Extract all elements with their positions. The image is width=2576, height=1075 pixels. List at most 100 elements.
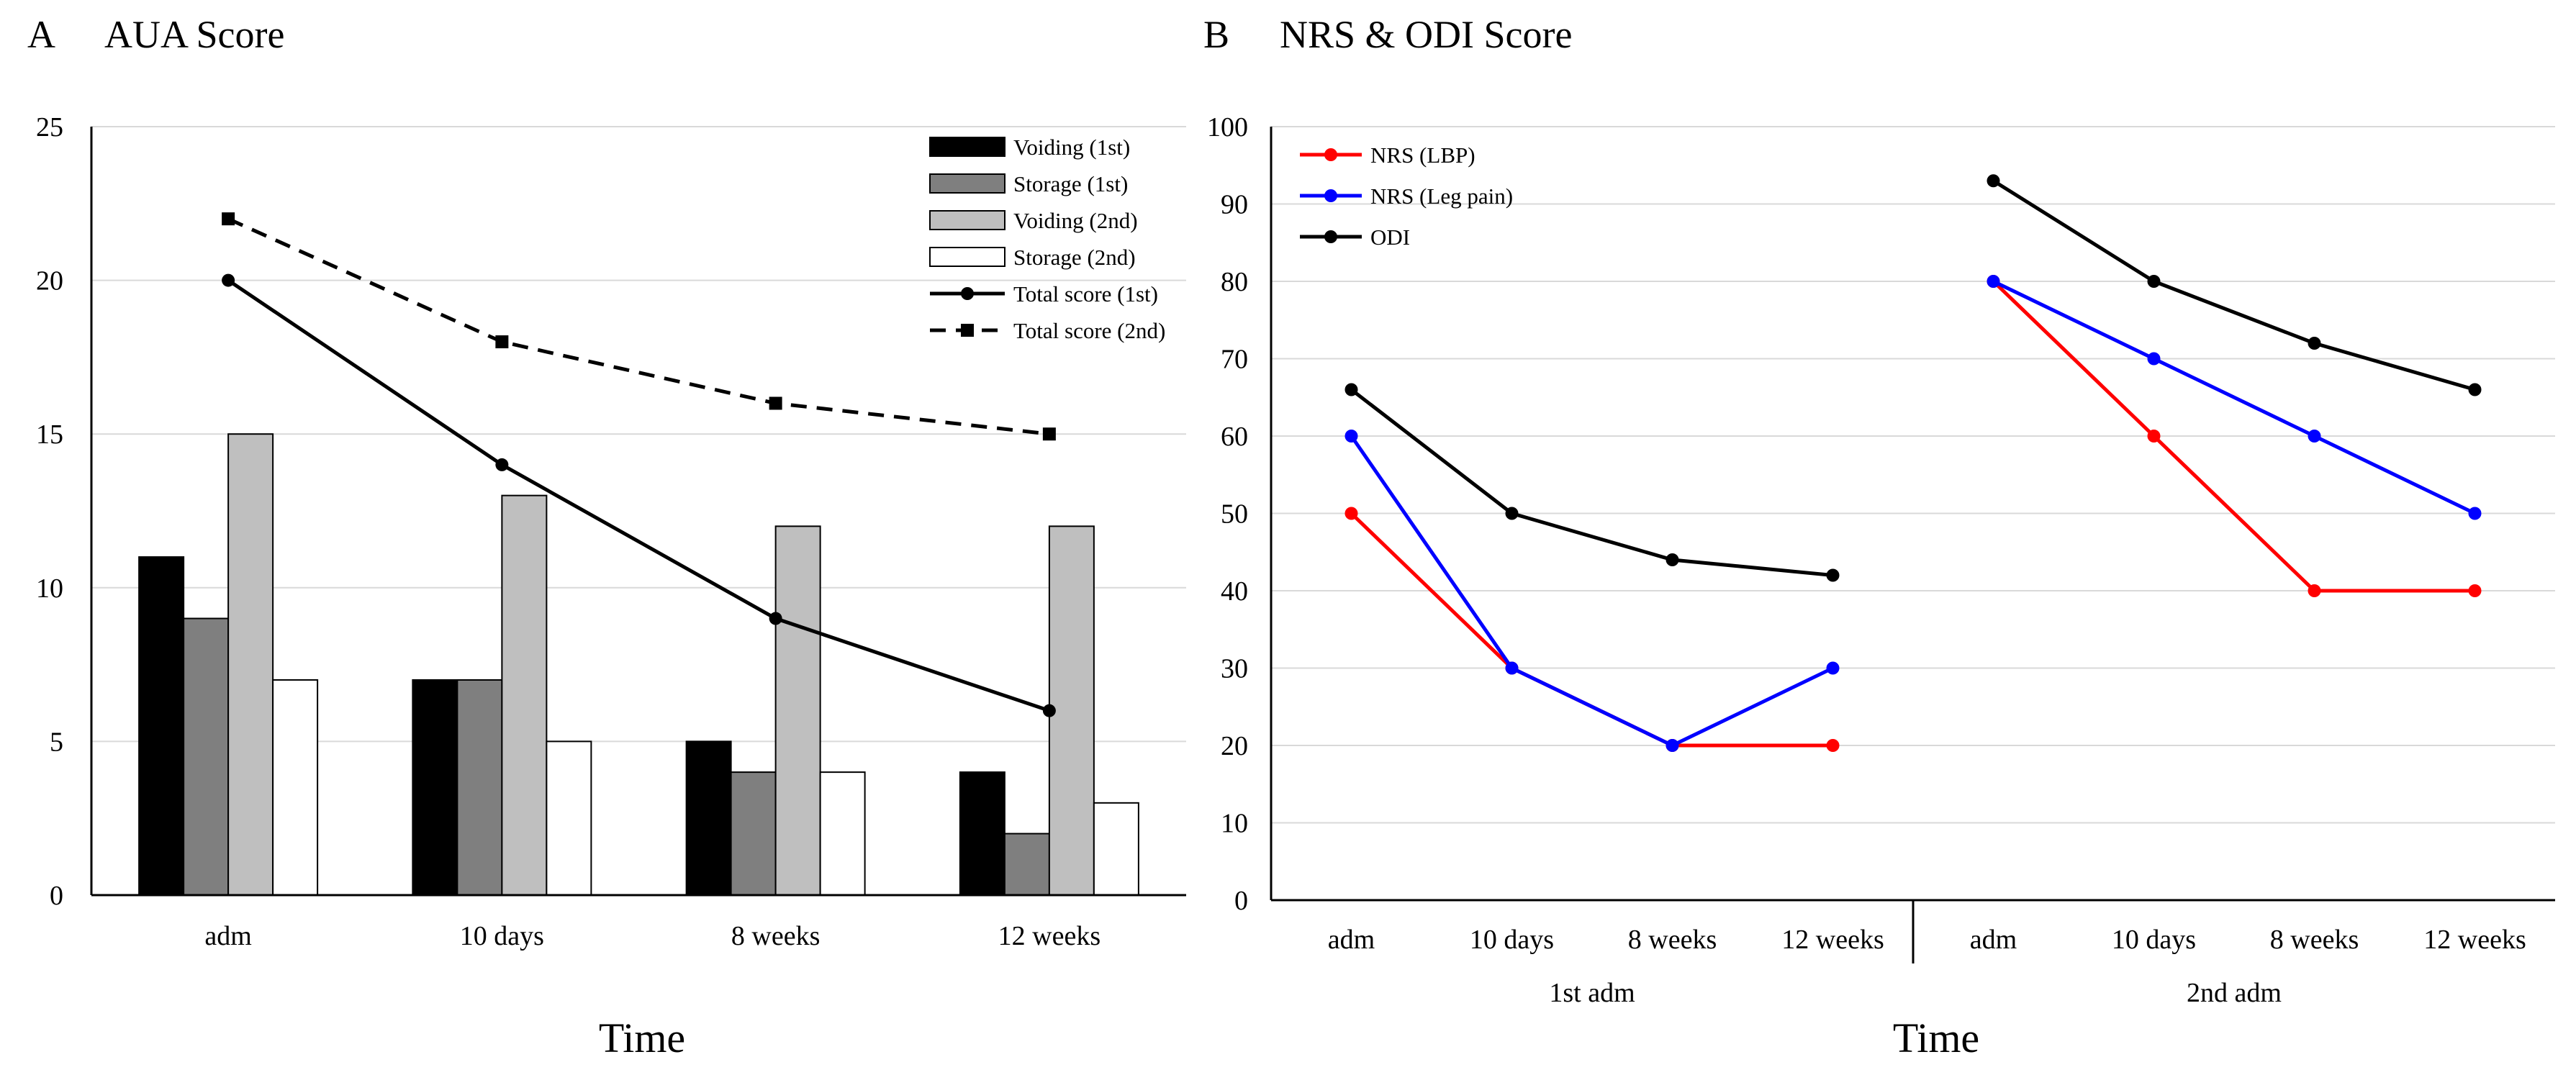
x-category-label-a: 12 weeks [998, 921, 1101, 951]
point-total-score-1st--2 [769, 612, 782, 625]
y-tick-label-a: 20 [36, 266, 63, 296]
panel-b-lines [1345, 174, 2482, 752]
legend-label-storage-1st-: Storage (1st) [1013, 171, 1128, 196]
x-category-label-b: 12 weeks [2423, 925, 2526, 955]
panel-a-letter: A [27, 13, 55, 56]
point-nrs-leg-pain--1-0 [1987, 275, 2000, 288]
y-tick-label-a: 5 [50, 727, 63, 757]
line-nrs-lbp--group-1 [1992, 280, 2475, 593]
point-total-score-1st--1 [495, 458, 509, 471]
bar-storage-1st--2 [730, 771, 777, 896]
line-odi-group-0 [1350, 388, 1833, 577]
panel-b-x-category-labels: adm 10 days 8 weeks 12 weeks 1st adm adm 10 da… [1328, 925, 2526, 1008]
y-tick-label-b: 90 [1221, 190, 1248, 220]
bar-voiding-1st--2 [685, 740, 732, 897]
bar-storage-2nd--3 [1093, 802, 1139, 896]
legend-label-voiding-1st-: Voiding (1st) [1013, 135, 1130, 160]
panel-b-axes [1270, 127, 2555, 963]
bar-storage-2nd--2 [819, 771, 866, 896]
y-tick-label-b: 70 [1221, 345, 1248, 375]
x-group-label-b: 1st adm [1549, 978, 1635, 1008]
x-category-label-b: adm [1970, 925, 2017, 955]
x-group-label-b: 2nd adm [2187, 978, 2282, 1008]
point-odi-0-3 [1826, 568, 1840, 582]
legend-swatch-voiding-2nd- [929, 210, 1005, 230]
point-odi-1-1 [2147, 275, 2161, 288]
line-nrs-leg-pain--group-0 [1350, 435, 1834, 748]
x-category-label-b: 10 days [1470, 925, 1554, 955]
point-nrs-leg-pain--0-0 [1345, 430, 1358, 443]
bar-storage-1st--3 [1003, 833, 1050, 897]
bar-voiding-1st--0 [138, 556, 185, 897]
line-odi-group-1 [1992, 179, 2476, 391]
y-tick-label-b: 60 [1221, 422, 1248, 452]
line-total-score-1st- [227, 278, 1050, 713]
point-nrs-lbp--0-0 [1345, 507, 1358, 520]
legend-label-nrs-lbp-: NRS (LBP) [1370, 142, 1475, 168]
point-nrs-leg-pain--1-1 [2147, 352, 2161, 366]
panel-a-legend: Voiding (1st) Storage (1st) Voiding (2nd) S… [929, 135, 1165, 343]
point-nrs-lbp--0-3 [1826, 739, 1840, 752]
y-tick-label-a: 25 [36, 112, 63, 142]
bar-voiding-2nd--0 [227, 433, 274, 896]
legend-label-nrs-leg-pain-: NRS (Leg pain) [1370, 183, 1513, 209]
y-tick-label-b: 100 [1207, 112, 1248, 142]
x-category-label-b: 10 days [2112, 925, 2196, 955]
legend-marker-total-score-2nd- [961, 324, 974, 337]
legend-swatch-voiding-1st- [929, 137, 1005, 157]
legend-label-storage-2nd-: Storage (2nd) [1013, 245, 1136, 270]
point-nrs-lbp--1-3 [2468, 584, 2482, 597]
bar-storage-1st--1 [456, 679, 503, 897]
x-category-label-a: 10 days [460, 921, 544, 951]
point-odi-1-3 [2468, 383, 2482, 396]
y-tick-label-b: 40 [1221, 576, 1248, 607]
x-category-label-a: adm [204, 921, 251, 951]
legend-swatch-storage-2nd- [929, 247, 1005, 267]
legend-label-odi: ODI [1370, 224, 1410, 250]
panel-b-letter: B [1203, 13, 1229, 56]
bar-voiding-1st--1 [412, 679, 458, 897]
legend-label-total-score-2nd-: Total score (2nd) [1013, 318, 1165, 343]
point-total-score-1st--0 [222, 273, 235, 287]
y-tick-label-b: 20 [1221, 731, 1248, 761]
y-tick-label-b: 10 [1221, 809, 1248, 839]
point-total-score-2nd--0 [222, 212, 235, 226]
y-tick-label-b: 80 [1221, 267, 1248, 297]
y-tick-label-a: 10 [36, 573, 63, 604]
point-total-score-2nd--3 [1042, 427, 1056, 441]
legend-marker-nrs-leg-pain- [1324, 189, 1337, 202]
legend-marker-total-score-1st- [961, 287, 974, 300]
x-category-label-b: 8 weeks [2270, 925, 2359, 955]
panel-b-legend: NRS (LBP) NRS (Leg pain) ODI [1300, 142, 1513, 250]
y-tick-label-b: 30 [1221, 654, 1248, 684]
x-category-label-b: 8 weeks [1628, 925, 1717, 955]
bar-voiding-1st--3 [959, 771, 1005, 896]
legend-marker-nrs-lbp- [1324, 148, 1337, 161]
bar-storage-1st--0 [183, 617, 230, 897]
line-nrs-leg-pain--group-1 [1992, 279, 2476, 515]
legend-label-voiding-2nd-: Voiding (2nd) [1013, 208, 1138, 233]
y-tick-label-a: 0 [50, 881, 63, 911]
panel-a-title: AUA Score [104, 13, 284, 56]
bar-voiding-2nd--2 [774, 525, 821, 896]
bar-storage-2nd--1 [546, 740, 592, 897]
bar-storage-2nd--0 [272, 679, 319, 897]
point-nrs-leg-pain--1-3 [2468, 507, 2482, 520]
x-category-label-b: 12 weeks [1781, 925, 1884, 955]
point-odi-1-0 [1987, 174, 2000, 188]
panel-a-x-category-labels: adm 10 days 8 weeks 12 weeks [204, 921, 1101, 951]
y-tick-label-b: 0 [1234, 886, 1248, 916]
y-tick-label-b: 50 [1221, 499, 1248, 530]
point-nrs-leg-pain--0-2 [1666, 739, 1679, 752]
panel-b-title: NRS & ODI Score [1280, 13, 1572, 56]
point-total-score-2nd--1 [495, 335, 509, 349]
panel-a-lines [222, 212, 1056, 717]
point-odi-0-0 [1345, 383, 1358, 396]
x-category-label-b: adm [1328, 925, 1375, 955]
panel-a-y-tick-labels: 0 5 10 15 20 25 [36, 112, 63, 911]
point-odi-0-1 [1505, 507, 1519, 520]
panel-a-bars [138, 433, 1139, 897]
line-nrs-lbp--group-0 [1350, 512, 1833, 748]
panel-b-x-axis-title: Time [1893, 1015, 1979, 1061]
